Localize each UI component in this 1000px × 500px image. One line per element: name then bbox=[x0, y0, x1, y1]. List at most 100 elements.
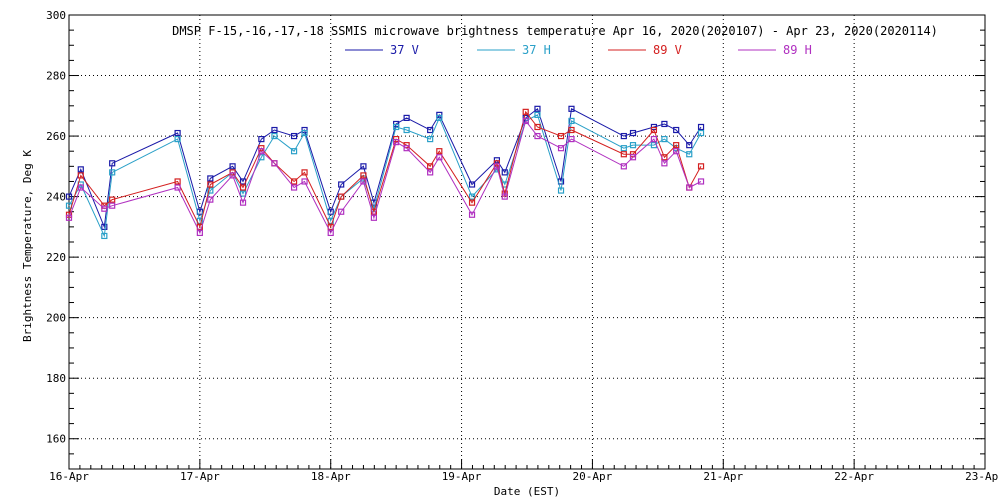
data-point-89-v bbox=[673, 142, 680, 149]
y-tick-label: 220 bbox=[46, 251, 66, 264]
data-point-89-h bbox=[370, 214, 377, 221]
x-tick-label: 23-Apr bbox=[965, 470, 1000, 483]
data-point-37-v bbox=[620, 132, 627, 140]
y-tick-label: 300 bbox=[46, 9, 66, 22]
x-tick-label: 18-Apr bbox=[311, 470, 351, 483]
data-point-89-h bbox=[393, 139, 400, 146]
data-point-89-h bbox=[65, 214, 73, 221]
data-point-89-h bbox=[207, 196, 214, 203]
data-point-37-v bbox=[686, 142, 693, 149]
x-tick-label: 21-Apr bbox=[703, 470, 743, 483]
data-point-37-v bbox=[427, 126, 434, 134]
data-point-89-h bbox=[686, 184, 693, 191]
data-point-89-v bbox=[174, 178, 181, 185]
data-point-89-v bbox=[697, 163, 705, 170]
data-point-89-v bbox=[301, 169, 308, 176]
data-point-89-h bbox=[290, 184, 298, 191]
data-point-37-v bbox=[77, 166, 84, 173]
data-point-37-v bbox=[101, 223, 108, 230]
data-point-37-v bbox=[109, 160, 116, 167]
data-point-89-v bbox=[77, 172, 84, 179]
data-point-37-h bbox=[686, 151, 693, 158]
data-point-89-h bbox=[568, 135, 575, 143]
data-point-89-v bbox=[427, 163, 434, 170]
legend-label-89-h: 89 H bbox=[783, 43, 812, 57]
data-point-89-h bbox=[661, 160, 668, 167]
x-tick-labels: 16-Apr 17-Apr 18-Apr 19-Apr 20-Apr 21-Apr 22-A… bbox=[49, 470, 1000, 483]
data-point-89-h bbox=[338, 208, 345, 215]
data-point-89-h bbox=[174, 184, 181, 191]
y-tick-label: 280 bbox=[46, 70, 66, 83]
data-point-89-h bbox=[109, 202, 116, 209]
data-point-89-h bbox=[258, 148, 265, 155]
data-point-37-h bbox=[239, 190, 247, 197]
data-point-37-h bbox=[661, 135, 668, 143]
data-point-37-v bbox=[468, 181, 476, 188]
data-point-37-h bbox=[620, 145, 627, 152]
legend: 37 V 37 H 89 V 89 H bbox=[345, 43, 812, 57]
data-point-89-v bbox=[650, 126, 658, 134]
data-point-89-h bbox=[239, 199, 247, 206]
data-point-37-h bbox=[403, 126, 410, 134]
data-point-37-v bbox=[534, 105, 541, 112]
data-point-37-v bbox=[207, 175, 214, 182]
data-point-37-h bbox=[271, 132, 278, 140]
data-point-37-h bbox=[697, 129, 705, 137]
data-point-37-h bbox=[109, 169, 116, 176]
data-point-37-v bbox=[258, 135, 265, 143]
data-point-89-v bbox=[109, 196, 116, 203]
data-point-37-h bbox=[301, 129, 308, 137]
data-point-89-h bbox=[650, 135, 658, 143]
data-point-37-h bbox=[174, 135, 181, 143]
legend-label-37-v: 37 V bbox=[390, 43, 419, 57]
data-point-89-v bbox=[557, 132, 565, 140]
data-point-89-v bbox=[620, 151, 627, 158]
data-point-37-v bbox=[629, 129, 637, 137]
data-point-37-v bbox=[568, 105, 575, 112]
x-tick-label: 19-Apr bbox=[442, 470, 482, 483]
data-point-89-h bbox=[673, 148, 680, 155]
x-tick-label: 22-Apr bbox=[834, 470, 874, 483]
data-point-37-h bbox=[101, 232, 108, 240]
data-point-37-h bbox=[427, 135, 434, 143]
data-point-89-h bbox=[301, 178, 308, 185]
data-point-89-h bbox=[629, 154, 637, 161]
data-point-89-v bbox=[468, 199, 476, 206]
data-point-37-h bbox=[290, 148, 298, 155]
data-point-37-v bbox=[65, 193, 73, 200]
data-point-37-v bbox=[290, 132, 298, 140]
data-point-37-h bbox=[557, 187, 565, 194]
data-point-89-h bbox=[522, 117, 529, 125]
series-group bbox=[65, 105, 705, 240]
plot-frame bbox=[68, 14, 986, 470]
data-point-89-v bbox=[370, 208, 377, 215]
data-point-37-h bbox=[207, 187, 214, 194]
data-point-89-v bbox=[568, 126, 575, 134]
data-point-37-h bbox=[468, 193, 476, 200]
data-point-37-v bbox=[174, 129, 181, 137]
data-point-37-v bbox=[501, 169, 508, 176]
y-tick-label: 180 bbox=[46, 372, 66, 385]
x-tick-label: 20-Apr bbox=[573, 470, 613, 483]
data-point-89-v bbox=[436, 148, 443, 155]
grid bbox=[69, 15, 985, 469]
data-point-89-v bbox=[207, 181, 214, 188]
data-point-89-v bbox=[290, 178, 298, 185]
data-point-89-h bbox=[360, 178, 367, 185]
data-point-89-h bbox=[101, 205, 108, 212]
chart-title: DMSP F-15,-16,-17,-18 SSMIS microwave br… bbox=[172, 24, 938, 38]
data-point-37-v bbox=[271, 126, 278, 134]
y-tick-label: 240 bbox=[46, 191, 66, 204]
data-point-37-v bbox=[697, 123, 705, 131]
y-tick-labels: 160 180 200 220 240 260 280 300 bbox=[46, 9, 66, 446]
data-point-37-v bbox=[338, 181, 345, 188]
y-tick-label: 160 bbox=[46, 433, 66, 446]
legend-label-89-v: 89 V bbox=[653, 43, 682, 57]
data-point-89-h bbox=[436, 154, 443, 161]
data-point-37-h bbox=[436, 114, 443, 122]
data-point-89-v bbox=[534, 123, 541, 131]
data-point-89-h bbox=[620, 163, 627, 170]
data-point-89-h bbox=[557, 145, 565, 152]
data-point-89-v bbox=[338, 193, 345, 200]
